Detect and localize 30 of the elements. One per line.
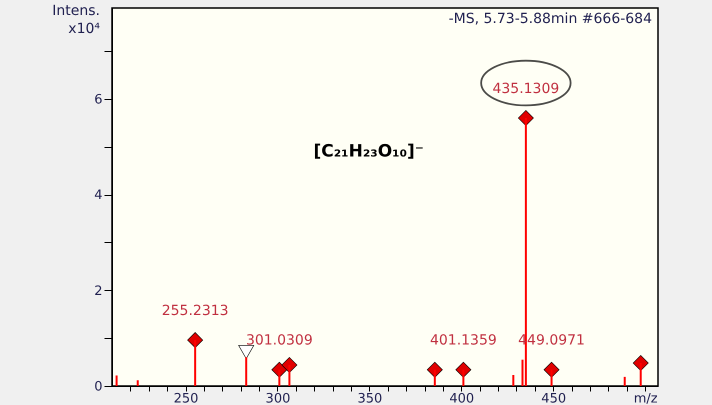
bar [136, 380, 139, 386]
x-tick-label: 300 [266, 392, 290, 405]
point [238, 345, 254, 359]
bar [624, 376, 626, 386]
x-tick-label: m/z [634, 392, 658, 405]
annotation: -MS, 5.73-5.88min #666-684 [448, 11, 652, 27]
bar [512, 374, 514, 386]
bar [245, 357, 248, 386]
annotation: [C₂₁H₂₃O₁₀]⁻ [313, 142, 424, 162]
bar [278, 370, 280, 386]
bar [288, 364, 290, 386]
x-tick-label: 250 [174, 392, 198, 405]
annotation: 255.2313 [162, 303, 229, 320]
y-tick-label: 6 [94, 92, 102, 108]
bar [640, 363, 642, 386]
y-tick-label: 0 [94, 380, 102, 394]
y-tick-label: 4 [94, 188, 102, 204]
y-tick-label: 2 [94, 284, 102, 299]
x-tick-label: 400 [449, 392, 474, 405]
x-tick-label: 450 [541, 392, 566, 405]
y-axis-title: Intens. x10⁴ [52, 3, 100, 37]
bar [462, 370, 464, 386]
annotation: 435.1309 [492, 81, 560, 98]
bar [194, 340, 196, 386]
annotation: 401.1359 [430, 332, 497, 349]
annotation: 301.0309 [246, 332, 313, 349]
x-tick-label: 350 [357, 392, 382, 405]
bar [550, 370, 553, 386]
bar [434, 370, 436, 386]
bar [116, 375, 118, 386]
